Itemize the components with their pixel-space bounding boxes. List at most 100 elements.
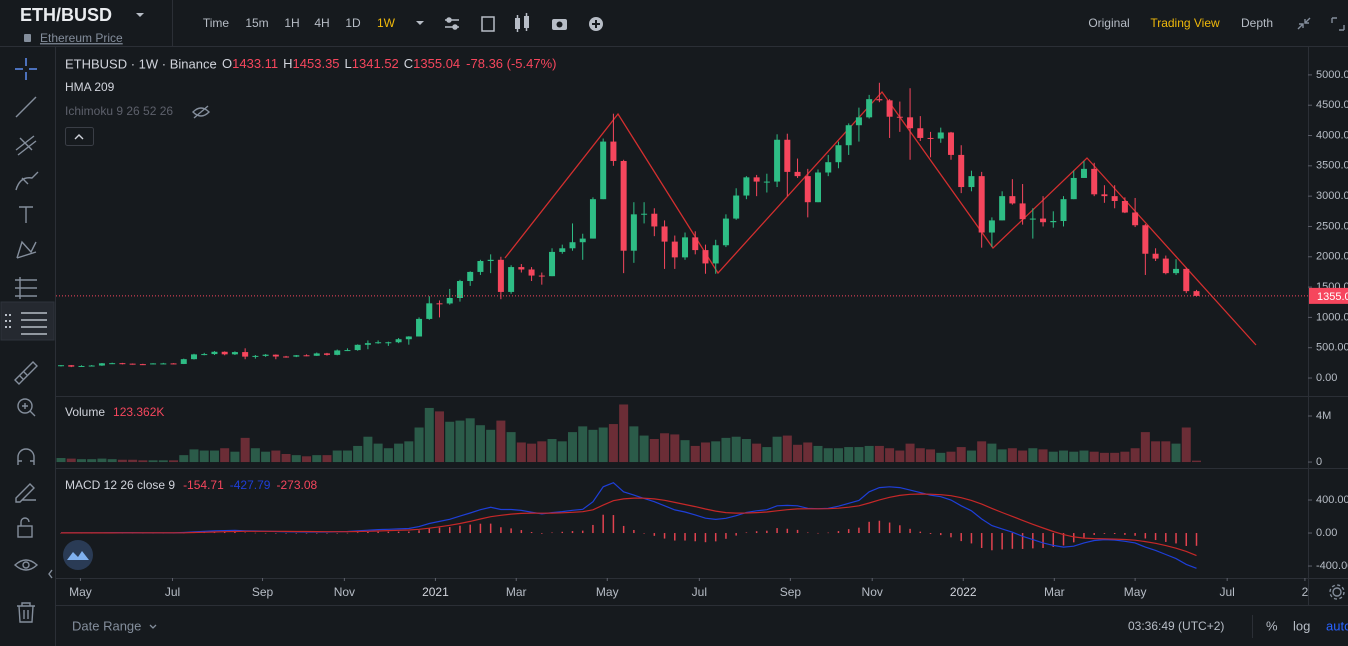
settings-icon[interactable]: [1329, 584, 1345, 600]
candle-body: [569, 242, 576, 249]
candle-body: [1173, 268, 1180, 274]
date-range-caret[interactable]: [149, 624, 157, 629]
subtitle-link[interactable]: Ethereum Price: [40, 31, 123, 45]
macd-histogram-bar: [346, 532, 349, 534]
macd-histogram-bar: [674, 533, 676, 541]
volume-bar: [506, 432, 516, 463]
volume-bar: [383, 448, 393, 463]
indicators-tool[interactable]: [21, 312, 47, 335]
candle-body: [886, 100, 893, 117]
macd-histogram-bar: [275, 533, 277, 534]
candle-body: [375, 342, 382, 344]
candle-body: [620, 160, 627, 251]
macd-histogram-bar: [387, 531, 390, 534]
macd-histogram-bar: [234, 531, 236, 534]
brush-tool[interactable]: [15, 171, 39, 191]
volume-bar: [169, 460, 179, 463]
volume-bar: [250, 448, 260, 463]
candle-body: [364, 343, 371, 345]
volume-bar: [138, 460, 148, 463]
candle-body: [1091, 168, 1098, 195]
x-tick-label: Nov: [862, 585, 883, 599]
pattern-tool[interactable]: [16, 240, 37, 259]
delete-tool[interactable]: [17, 602, 35, 623]
macd-histogram-bar: [940, 533, 942, 536]
volume-bar: [711, 441, 721, 463]
signal-last: -273.08: [276, 478, 317, 492]
y-tick-label: 3000.00: [1316, 190, 1348, 202]
expand-icon[interactable]: [1331, 17, 1345, 31]
view-tab[interactable]: Original: [1088, 16, 1129, 30]
macd-histogram-bar: [571, 531, 574, 534]
macd-histogram-bar: [643, 533, 645, 534]
macd-histogram-bar: [1134, 533, 1136, 536]
interval[interactable]: Time: [203, 16, 230, 30]
volume-bar: [220, 448, 230, 463]
volume-bar: [353, 445, 363, 463]
crosshair-tool[interactable]: [15, 58, 37, 80]
volume-bar: [87, 459, 97, 463]
indicator-icon[interactable]: [445, 17, 459, 30]
auto-scale[interactable]: auto: [1326, 618, 1348, 633]
interval-caret[interactable]: [416, 21, 424, 25]
interval[interactable]: 4H: [314, 16, 329, 30]
candle-body: [98, 363, 105, 366]
interval-active[interactable]: 1W: [377, 16, 396, 30]
candle-body: [589, 199, 596, 239]
candle-body: [927, 137, 934, 139]
x-tick-label: Jul: [1220, 585, 1235, 599]
collapse-legend-caret[interactable]: [74, 134, 84, 140]
volume-bar: [148, 460, 158, 463]
draw-mode-tool[interactable]: [15, 483, 36, 503]
fib-tool[interactable]: [15, 135, 37, 156]
percent-scale[interactable]: %: [1266, 618, 1278, 633]
candle-body: [692, 237, 699, 251]
drawn-pattern[interactable]: [504, 90, 1257, 346]
volume-bar: [833, 448, 843, 463]
collapse-legend-button[interactable]: [65, 127, 94, 146]
date-range-button[interactable]: Date Range: [72, 618, 141, 633]
candle-body: [68, 365, 75, 367]
macd-histogram-bar: [285, 533, 287, 534]
ohlc-value: 1453.35: [293, 56, 340, 71]
macd-histogram-bar: [725, 533, 727, 539]
macd-histogram-bar: [254, 532, 257, 534]
interval[interactable]: 15m: [245, 16, 268, 30]
volume-bar: [639, 435, 649, 463]
hidden-eye-icon[interactable]: [192, 105, 210, 119]
y-tick-label: 5000.00: [1316, 69, 1348, 81]
interval[interactable]: 1D: [345, 16, 361, 30]
candle-icon[interactable]: [515, 13, 529, 32]
zoom-tool[interactable]: [17, 398, 36, 417]
ruler-tool[interactable]: [14, 361, 38, 385]
interval[interactable]: 1H: [284, 16, 299, 30]
layout-icon[interactable]: [481, 16, 495, 32]
x-tick-label: Mar: [506, 585, 527, 599]
volume-bar: [854, 447, 864, 463]
macd-histogram-bar: [817, 532, 819, 534]
volume-bar: [895, 450, 905, 463]
view-tab-active[interactable]: Trading View: [1150, 16, 1220, 30]
lock-tool[interactable]: [17, 517, 33, 538]
camera-icon[interactable]: [552, 19, 567, 30]
collapse-icon[interactable]: [1297, 17, 1311, 30]
forecast-tool[interactable]: [15, 277, 37, 299]
symbol[interactable]: ETH/BUSD: [20, 5, 112, 25]
line-tool[interactable]: [15, 96, 37, 118]
candle-body: [1040, 218, 1047, 223]
visibility-tool[interactable]: [13, 559, 39, 571]
macd-histogram-bar: [1032, 533, 1034, 549]
x-tick-label: May: [69, 585, 92, 599]
candle-body: [917, 128, 924, 138]
y-tick-label: 400.00: [1316, 494, 1348, 506]
magnet-tool[interactable]: [17, 448, 35, 465]
view-tab[interactable]: Depth: [1241, 16, 1273, 30]
symbol-caret[interactable]: [136, 13, 144, 17]
text-tool[interactable]: [19, 206, 33, 223]
add-icon[interactable]: [589, 17, 603, 31]
x-tick-label: 2021: [422, 585, 449, 599]
candle-body: [1121, 200, 1128, 213]
log-scale[interactable]: log: [1293, 618, 1310, 633]
collapse-arrow[interactable]: [48, 569, 53, 579]
doc-icon: [24, 34, 31, 42]
